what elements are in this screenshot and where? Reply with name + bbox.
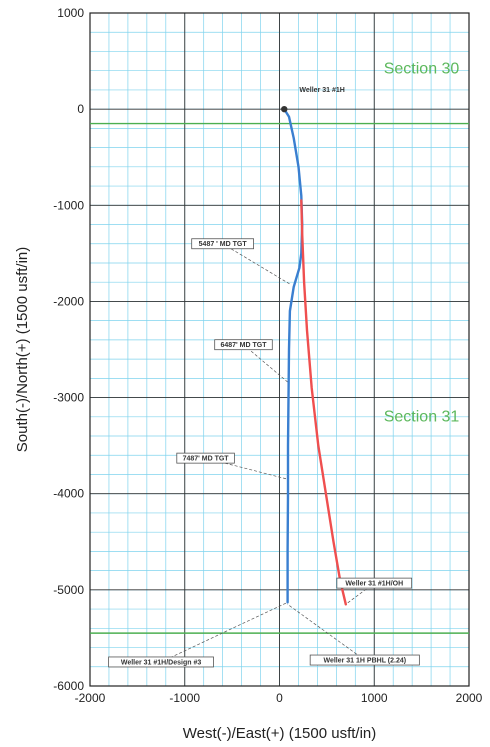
annotation-box [214, 339, 273, 351]
annotation-box [108, 656, 214, 668]
annotation-leader [287, 603, 365, 661]
annotations: 5487 ' MD TGT 6487' MD TGT 7487' MD TGT Wel… [108, 238, 420, 668]
well-point [281, 105, 288, 113]
series-line [283, 107, 304, 604]
y-tick-label: 0 [77, 102, 84, 116]
y-tick-label: -3000 [53, 391, 84, 405]
annotation-label: Weller 31 #1H/Design #3 [121, 659, 202, 666]
well-paths [283, 107, 347, 606]
annotation-label: Weller 31 1H PBHL (2.24) [323, 658, 406, 665]
annotation-box [176, 452, 235, 464]
annotation-leader [222, 243, 291, 285]
y-tick-labels: 1000 0 -1000 -2000 -3000 -4000 -5000 -6000 [53, 6, 84, 693]
x-tick-label: 2000 [456, 691, 483, 705]
series-line [300, 199, 347, 606]
annotation-leader [243, 344, 290, 384]
annotation-box [191, 238, 254, 250]
annotation-label: 5487 ' MD TGT [199, 241, 248, 248]
section-label: Section 31 [384, 409, 460, 426]
section-label: Section 30 [384, 61, 460, 78]
well-marker: Weller 31 #1H [281, 87, 345, 113]
y-tick-label: -2000 [53, 294, 84, 308]
annotation-leader [160, 602, 288, 663]
annotation-label: Weller 31 #1H/OH [345, 581, 403, 588]
y-tick-label: -5000 [53, 583, 84, 597]
y-axis-title: South(-)/North(+) (1500 usft/in) [14, 247, 31, 453]
x-axis-title: West(-)/East(+) (1500 usft/in) [183, 725, 377, 742]
x-tick-labels: -2000 -1000 0 1000 2000 [75, 691, 483, 705]
annotation-leader [205, 457, 289, 480]
x-tick-label: -2000 [75, 691, 106, 705]
y-tick-label: -1000 [53, 198, 84, 212]
x-tick-label: 1000 [361, 691, 388, 705]
well-label: Weller 31 #1H [299, 87, 344, 94]
annotation-label: 7487' MD TGT [183, 456, 230, 463]
plot-frame [89, 12, 470, 687]
y-tick-label: -6000 [53, 679, 84, 693]
annotation-label: 6487' MD TGT [220, 342, 267, 349]
x-tick-label: -1000 [169, 691, 200, 705]
y-tick-label: -4000 [53, 487, 84, 501]
y-tick-label: 1000 [57, 6, 84, 20]
section-lines: Section 30 Section 31 [90, 61, 469, 634]
x-tick-label: 0 [276, 691, 283, 705]
annotation-box [309, 654, 420, 666]
annotation-box [336, 577, 413, 589]
